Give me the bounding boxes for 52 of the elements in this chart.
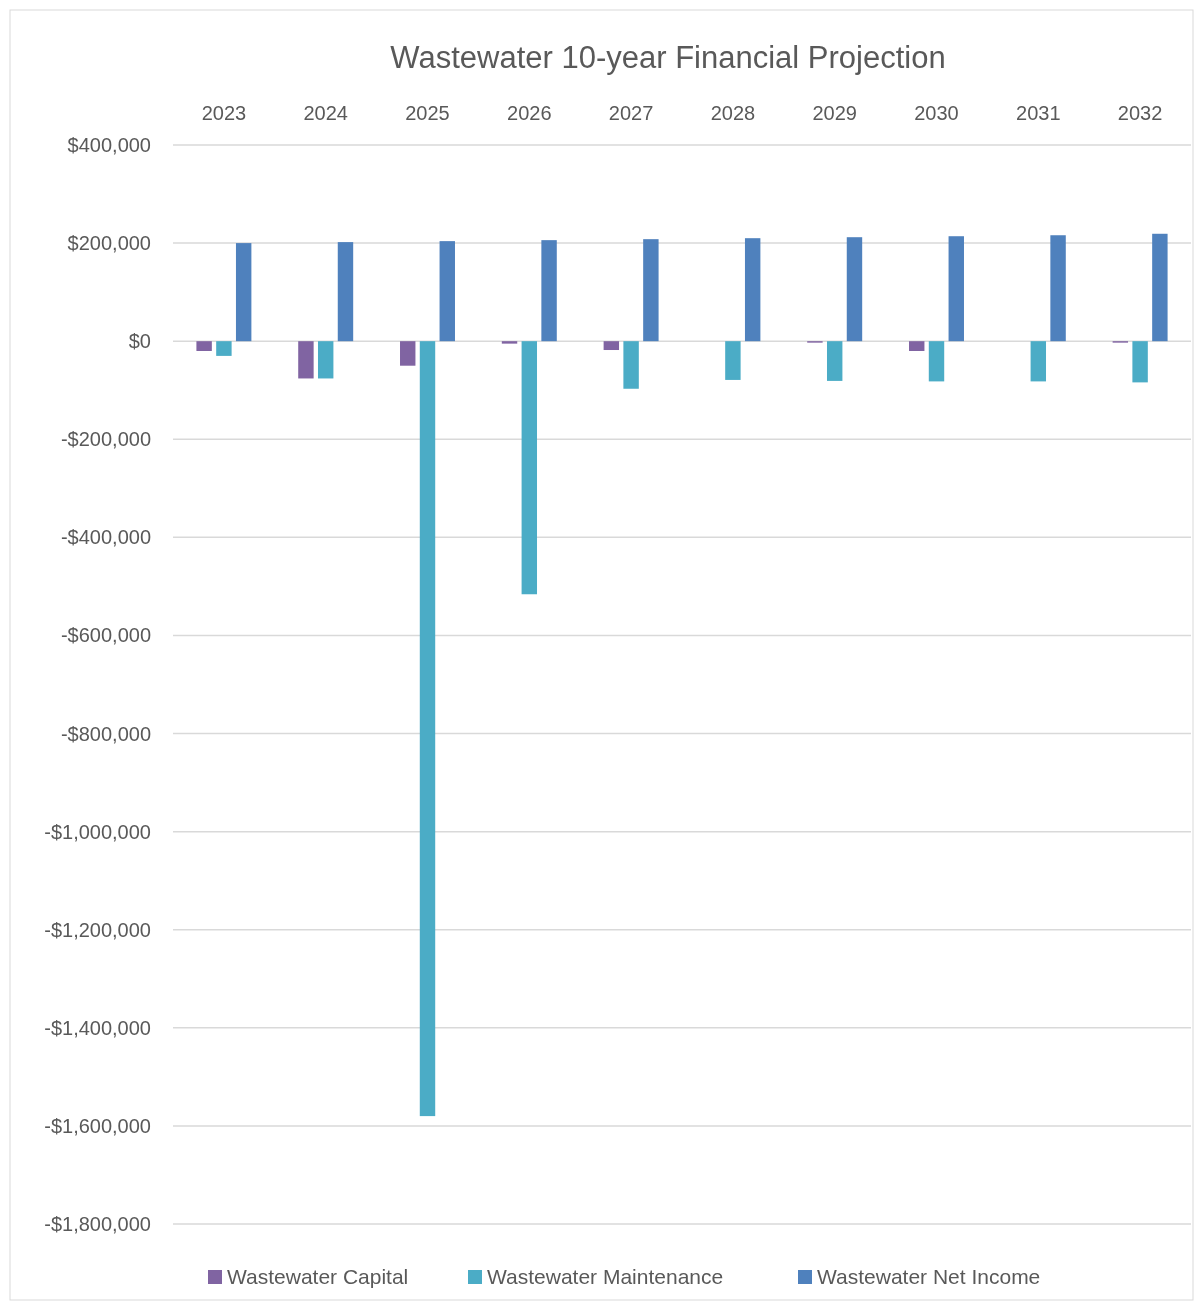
y-tick-label: -$1,400,000 <box>44 1016 151 1039</box>
x-tick-label: 2031 <box>1016 102 1061 124</box>
bar <box>501 341 518 344</box>
y-tick-label: -$200,000 <box>60 428 151 451</box>
y-tick-label: -$1,200,000 <box>44 918 151 941</box>
bar <box>826 341 843 381</box>
x-tick-label: 2023 <box>201 102 247 124</box>
x-tick-label: 2030 <box>914 102 959 124</box>
bar <box>235 243 252 342</box>
y-tick-label: -$1,800,000 <box>44 1213 151 1235</box>
bar <box>1050 235 1066 342</box>
y-tick-label: $200,000 <box>67 232 151 255</box>
bar <box>216 341 232 356</box>
y-tick-label: -$400,000 <box>60 526 151 549</box>
bar <box>400 341 416 366</box>
bar <box>1132 341 1148 383</box>
bar <box>846 237 863 342</box>
y-tick-label: -$600,000 <box>60 624 151 647</box>
legend-label: Wastewater Maintenance <box>487 1265 724 1289</box>
bar <box>337 242 354 342</box>
bar <box>196 341 212 351</box>
x-tick-label: 2032 <box>1117 102 1163 124</box>
y-tick-label: $0 <box>128 330 151 353</box>
bar <box>1030 341 1047 382</box>
chart-title: Wastewater 10-year Financial Projection <box>390 40 946 75</box>
bar <box>1152 233 1168 342</box>
bar <box>948 236 964 342</box>
x-tick-label: 2027 <box>608 102 654 124</box>
y-tick-label: -$1,000,000 <box>44 820 151 843</box>
x-tick-label: 2026 <box>507 102 552 124</box>
y-tick-label: $400,000 <box>67 134 151 156</box>
bar <box>643 239 659 342</box>
legend-label: Wastewater Net Income <box>817 1265 1041 1289</box>
bar <box>623 341 639 389</box>
bar <box>541 240 557 342</box>
bar <box>439 241 455 342</box>
x-tick-label: 2028 <box>710 102 756 124</box>
x-tick-label: 2024 <box>303 102 348 124</box>
bar <box>744 238 761 342</box>
y-tick-label: -$800,000 <box>60 722 151 745</box>
y-tick-label: -$1,600,000 <box>44 1114 151 1137</box>
bar <box>521 341 538 595</box>
bar <box>317 341 334 379</box>
x-tick-label: 2029 <box>812 102 857 124</box>
legend-label: Wastewater Capital <box>227 1265 409 1289</box>
bar <box>298 341 314 379</box>
bar <box>928 341 945 382</box>
bar <box>725 341 741 380</box>
bar <box>909 341 925 351</box>
bar <box>419 341 436 1117</box>
x-tick-label: 2025 <box>405 102 450 124</box>
bar <box>603 341 620 351</box>
